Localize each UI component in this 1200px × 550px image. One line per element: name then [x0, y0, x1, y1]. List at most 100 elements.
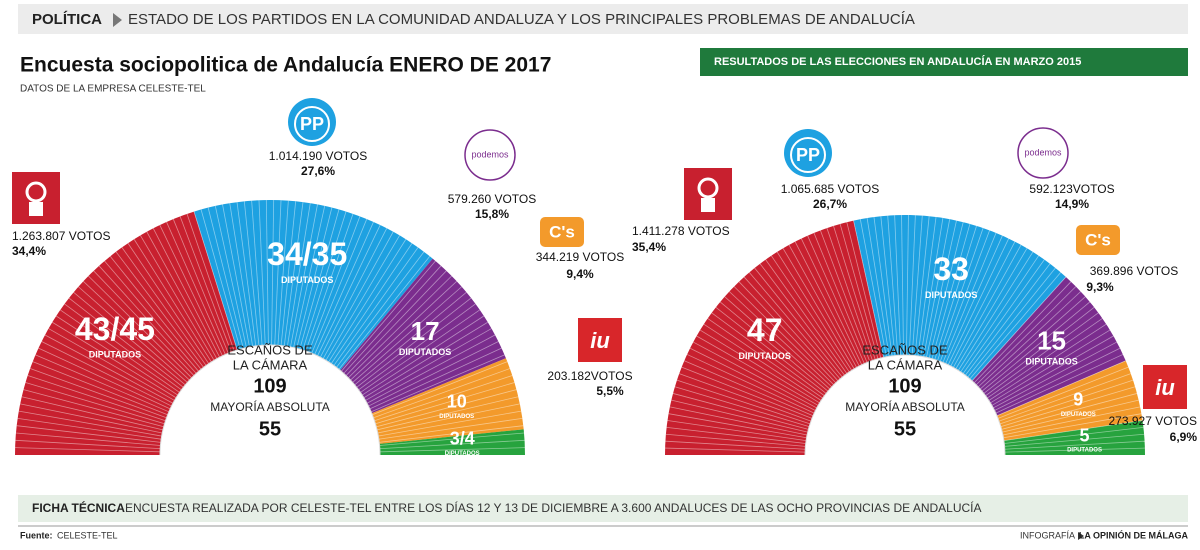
seat-divider	[358, 303, 476, 391]
seat-divider	[776, 251, 853, 371]
seat-unit: DIPUTADOS	[1061, 412, 1096, 418]
seat-divider	[707, 318, 823, 399]
seat-divider	[715, 306, 827, 394]
seat-divider	[686, 354, 815, 414]
party-logo	[1076, 225, 1120, 255]
seat-divider	[314, 221, 374, 355]
seat-divider	[754, 267, 843, 378]
vote-share-label: 26,7%	[813, 197, 847, 211]
seat-label: 10	[447, 392, 467, 412]
party-logo	[540, 217, 584, 247]
seat-divider	[29, 368, 167, 419]
seat-divider	[207, 207, 244, 349]
seat-divider	[928, 222, 964, 359]
seat-divider	[60, 309, 180, 393]
seat-divider	[372, 361, 508, 416]
seat-divider	[703, 323, 822, 401]
seat-divider	[923, 219, 951, 357]
seat-label: 5	[1080, 425, 1090, 445]
footer-label: FICHA TÉCNICA	[32, 500, 125, 515]
vote-share-label: 9,4%	[566, 267, 594, 281]
seat-divider	[166, 221, 226, 355]
center-total: 109	[888, 375, 921, 397]
seat-divider	[676, 379, 811, 425]
seat-divider	[985, 312, 1099, 397]
seat-divider	[934, 225, 977, 360]
seat-divider	[672, 393, 809, 430]
seat-divider	[1004, 426, 1144, 444]
seat-unit: DIPUTADOS	[925, 290, 977, 300]
votes-label: 369.896 VOTOS	[1090, 264, 1179, 278]
seat-divider	[283, 202, 304, 346]
seat-divider	[770, 255, 850, 373]
seat-unit: DIPUTADOS	[89, 350, 141, 360]
seat-divider	[368, 341, 499, 407]
seat-wedge	[1003, 420, 1145, 455]
seat-label: 3/4	[450, 429, 475, 449]
seat-divider	[724, 296, 831, 390]
section: POLÍTICA	[32, 11, 102, 28]
seat-divider	[299, 209, 340, 350]
seat-divider	[98, 265, 197, 374]
seat-divider	[360, 309, 480, 393]
seat-divider	[222, 204, 250, 347]
logo-text: PP	[300, 114, 324, 134]
seat-divider	[693, 341, 817, 409]
seat-divider	[759, 263, 845, 376]
seat-divider	[330, 243, 413, 364]
seat-divider	[64, 303, 182, 391]
seat-divider	[379, 432, 525, 446]
seat-divider	[35, 354, 169, 413]
seat-divider	[920, 217, 944, 357]
seat-divider	[375, 382, 515, 425]
seat-divider	[684, 360, 814, 417]
seat-divider	[78, 286, 188, 383]
logo-text: iu	[590, 328, 610, 353]
seat-divider	[366, 334, 496, 404]
footer-text: ENCUESTA REALIZADA POR CELESTE-TEL ENTRE…	[125, 500, 982, 515]
votes-label: 1.065.685 VOTOS	[781, 182, 880, 196]
seat-divider	[371, 354, 505, 413]
seat-label: 33	[933, 251, 969, 287]
seat-divider	[833, 225, 876, 360]
seat-divider	[987, 318, 1103, 399]
center-label: ESCAÑOS DE	[862, 342, 948, 357]
seat-divider	[859, 219, 887, 357]
seat-divider	[996, 360, 1126, 417]
seat-divider	[336, 251, 425, 368]
seat-divider	[908, 215, 916, 356]
chart-subtitle: DATOS DE LA EMPRESA CELESTE-TEL	[20, 84, 206, 95]
seat-divider	[377, 403, 520, 434]
seat-divider	[846, 222, 882, 359]
seat-divider	[667, 420, 807, 442]
seat-divider	[975, 286, 1077, 386]
votes-label: 344.219 VOTOS	[536, 250, 625, 264]
seat-divider	[999, 379, 1134, 425]
seat-divider	[325, 235, 400, 361]
seat-divider	[926, 220, 957, 358]
seat-divider	[917, 216, 937, 356]
seat-divider	[1002, 406, 1141, 436]
seat-divider	[305, 213, 354, 352]
seat-divider	[68, 297, 184, 388]
seat-divider	[979, 296, 1086, 390]
seat-divider	[296, 207, 333, 349]
seat-divider	[322, 231, 394, 359]
seat-divider	[873, 216, 893, 356]
seat-divider	[193, 211, 238, 351]
seat-divider	[55, 315, 178, 396]
seat-divider	[733, 286, 835, 386]
logo-text: iu	[1155, 375, 1175, 400]
seat-divider	[328, 239, 407, 363]
seat-divider	[376, 389, 517, 428]
seat-divider	[955, 248, 1028, 370]
seat-divider	[172, 218, 229, 354]
seat-divider	[794, 241, 860, 367]
party-logo	[578, 318, 622, 362]
seat-divider	[679, 373, 812, 422]
seat-divider	[18, 410, 162, 437]
seat-divider	[1004, 440, 1145, 450]
seat-divider	[666, 426, 806, 444]
seat-divider	[32, 361, 168, 416]
votes-label: 273.927 VOTOS	[1109, 414, 1198, 428]
